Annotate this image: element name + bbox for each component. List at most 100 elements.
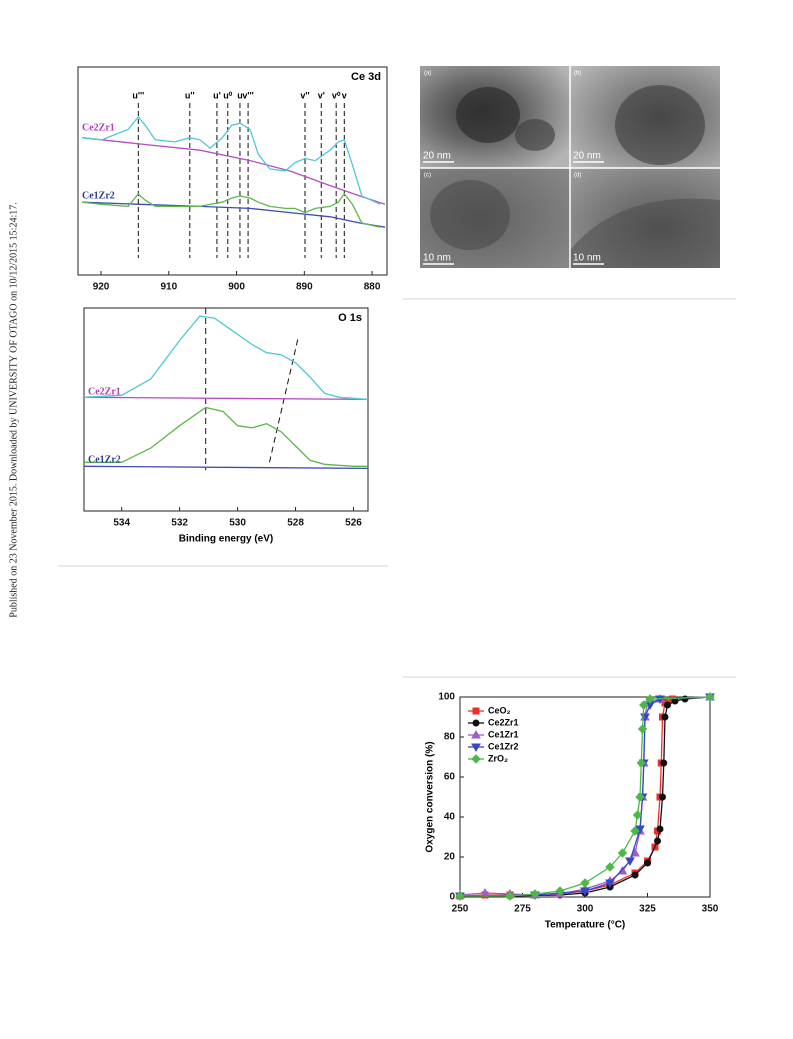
marker [625,857,635,867]
marker [632,810,643,820]
x-tick-label: 900 [228,282,245,293]
marker [645,694,655,704]
x-tick-label: 532 [171,518,188,529]
marker [636,758,646,768]
marker [661,713,669,721]
legend-marker [472,707,480,715]
y-tick-label: 60 [444,772,456,783]
legend-marker [471,754,481,764]
marker [605,879,615,889]
panel-label: (c) [424,173,431,179]
peak-label: v'' [300,90,309,100]
marker [644,859,651,867]
x-axis-title: Binding energy (eV) [179,534,273,545]
series-label: Ce2Zr1 [82,122,115,133]
series-label: Ce1Zr2 [82,190,115,201]
marker [580,878,590,888]
marker [660,759,668,767]
tem-figure [420,66,720,268]
marker [605,862,615,872]
x-tick-label: 526 [345,518,362,529]
y-tick-label: 80 [444,732,456,743]
marker [530,889,540,899]
x-tick-label: 534 [113,518,130,529]
legend-label: CeO₂ [488,705,511,715]
x-tick-label: 530 [229,518,246,529]
marker [635,792,645,802]
series-line [84,406,368,467]
x-tick-label: 890 [296,282,313,293]
series-line [82,115,381,205]
particle [570,198,720,268]
baseline [83,465,369,470]
scale-label: 10 nm [573,253,601,264]
plot-frame [77,66,388,276]
particle [515,119,555,151]
marker [659,793,666,801]
series-line [83,315,369,401]
marker [631,871,639,879]
legend-marker [471,743,481,753]
marker [580,887,590,897]
x-tick-label: 910 [160,282,177,293]
marker [617,848,628,858]
legend-marker [472,719,480,727]
peak-label: u' [213,90,221,100]
marker [681,695,689,703]
peak-label: v⁰ [332,90,341,100]
series-label: Ce1Zr2 [88,454,121,465]
chart-title: O 1s [338,312,362,324]
peak-label: v''' [242,90,253,100]
baseline [82,201,386,228]
series-label: Ce2Zr1 [88,386,121,397]
series-line [460,696,711,897]
marker [639,700,649,710]
marker [655,695,665,705]
marker [455,891,465,901]
plot-frame [83,307,369,512]
legend-label: ZrO₂ [488,753,508,763]
peak-label: v' [318,90,325,100]
panel-label: (b) [574,71,581,77]
legend-label: Ce1Zr2 [488,741,519,751]
scale-label: 10 nm [423,253,451,264]
x-tick-label: 920 [93,282,110,293]
chart-title: Ce 3d [351,71,381,83]
panel-label: (a) [424,71,431,77]
particle [430,180,510,250]
legend-marker [471,729,481,739]
x-tick-label: 350 [702,904,719,915]
marker [664,701,671,709]
panel-label: (d) [574,173,581,179]
baseline [83,396,369,401]
y-tick-label: 40 [444,812,456,823]
legend-label: Ce1Zr1 [488,729,519,739]
peak-label: u⁰ [223,90,232,100]
marker [705,692,715,702]
particle [615,85,705,165]
peak-label: u''' [132,90,144,100]
peak-label: u'' [185,90,195,100]
y-tick-label: 0 [449,892,455,903]
marker [505,891,515,901]
y-axis-title: Oxygen conversion (%) [425,741,436,852]
x-tick-label: 325 [639,904,656,915]
marker [656,825,664,833]
legend-label: Ce2Zr1 [488,717,519,727]
x-tick-label: 880 [364,282,381,293]
peak-label: u [237,90,243,100]
x-tick-label: 250 [452,904,469,915]
marker [654,837,661,845]
scale-label: 20 nm [573,151,601,162]
marker [555,886,565,896]
marker [630,826,640,836]
baseline [82,137,386,205]
x-tick-label: 300 [577,904,594,915]
peak-label: v [342,90,347,100]
series-line [82,192,381,228]
marker [637,724,648,734]
scale-label: 20 nm [423,151,451,162]
y-tick-label: 20 [444,852,456,863]
